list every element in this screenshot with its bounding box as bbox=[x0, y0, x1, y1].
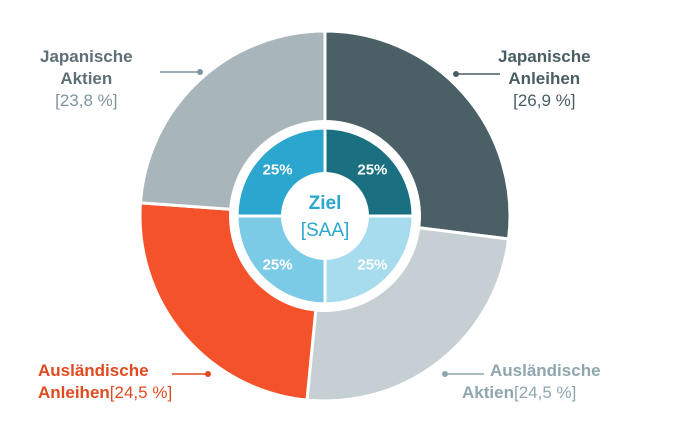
label-name-line2: Anleihen bbox=[508, 69, 581, 88]
center-title: Ziel bbox=[309, 193, 342, 214]
label-name-line1: Japanische bbox=[498, 47, 591, 66]
inner-slice-label-2: 25% bbox=[357, 256, 387, 273]
leader-dot bbox=[205, 371, 211, 377]
legend-japanische-aktien: Japanische Aktien [23,8 %] bbox=[40, 46, 133, 112]
legend-japanische-anleihen: Japanische Anleihen [26,9 %] bbox=[498, 46, 591, 112]
leader-dot bbox=[197, 69, 203, 75]
legend-auslaendische-anleihen: Ausländische Anleihen[24,5 %] bbox=[38, 360, 172, 404]
label-name-line1: Ausländische bbox=[38, 361, 149, 380]
label-percent: [26,9 %] bbox=[513, 91, 576, 110]
label-percent: [24,5 %] bbox=[513, 383, 577, 402]
label-name-line2: Anleihen bbox=[38, 383, 110, 402]
center-hole bbox=[281, 172, 369, 260]
leader-dot bbox=[442, 371, 448, 377]
inner-slice-label-4: 25% bbox=[263, 162, 293, 179]
center-subtitle: [SAA] bbox=[301, 220, 350, 241]
label-name-line2: Aktien bbox=[60, 69, 113, 88]
label-name-line1: Ausländische bbox=[490, 361, 601, 380]
inner-slice-label-1: 25% bbox=[357, 162, 387, 179]
legend-auslaendische-aktien: Ausländische Aktien[24,5 %] bbox=[462, 360, 601, 404]
label-percent: [24,5 %] bbox=[109, 383, 173, 402]
label-name-line2: Aktien bbox=[462, 383, 514, 402]
label-percent: [23,8 %] bbox=[55, 91, 118, 110]
leader-dot bbox=[453, 71, 459, 77]
inner-slice-label-3: 25% bbox=[263, 256, 293, 273]
label-name-line1: Japanische bbox=[40, 47, 133, 66]
